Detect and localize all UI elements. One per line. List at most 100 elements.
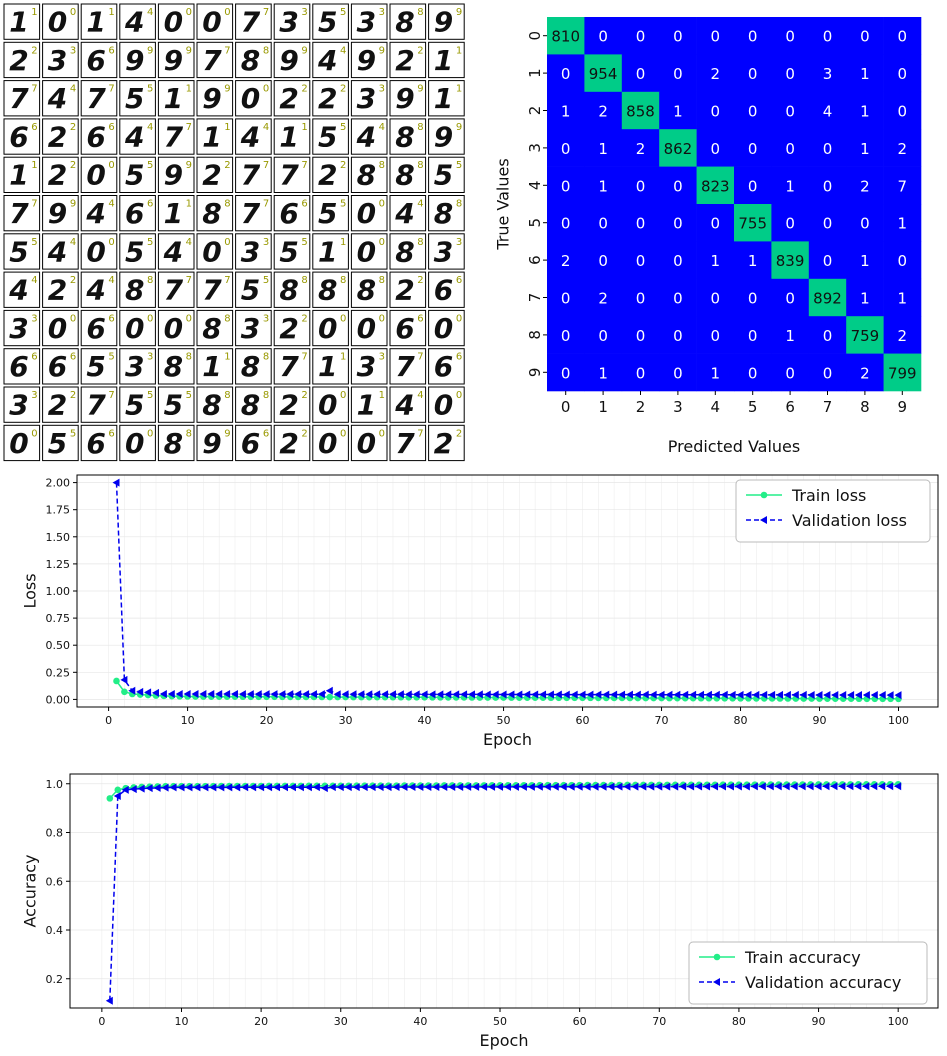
data-point: [578, 690, 586, 699]
digit-label: 3: [31, 313, 37, 324]
matrix-cell: [696, 54, 735, 93]
data-point: [199, 690, 207, 699]
data-point: [460, 690, 468, 699]
digit-frame: [119, 424, 156, 462]
data-point: [768, 690, 776, 699]
digit-frame: [273, 386, 311, 423]
digit-image: 0: [86, 235, 105, 268]
matrix-cell-value: 0: [561, 215, 571, 233]
data-point: [535, 782, 543, 791]
data-point: [352, 783, 360, 792]
matrix-cell: [771, 17, 810, 55]
matrix-cell-value: 0: [711, 103, 721, 121]
data-point: [567, 782, 575, 791]
digit-image: 8: [318, 274, 337, 307]
digit-label: 6: [147, 199, 153, 210]
matrix-cell-value: 954: [589, 65, 618, 83]
digit-label: 7: [263, 199, 269, 210]
digit-frame: [235, 309, 272, 347]
matrix-cell-value: 0: [636, 177, 646, 195]
y-tick-label: 0.6: [46, 875, 64, 888]
digit-image: 0: [318, 312, 337, 345]
digit-image: 6: [86, 427, 105, 460]
matrix-cell-value: 839: [776, 252, 805, 270]
matrix-cell-value: 0: [673, 327, 683, 345]
digit-image: 8: [279, 274, 298, 307]
digit-frame: [428, 348, 465, 385]
digit-image: 3: [125, 350, 144, 383]
matrix-cell: [846, 278, 884, 317]
matrix-cell-value: 0: [823, 252, 833, 270]
digit-frame: [235, 233, 272, 270]
digit-label: 0: [340, 390, 346, 401]
matrix-cell-value: 0: [785, 290, 795, 308]
digit-frame: [3, 386, 41, 423]
y-axis-label: Loss: [21, 573, 40, 608]
digit-image: 5: [318, 120, 337, 153]
data-point: [396, 690, 404, 699]
matrix-cell-value: 0: [823, 28, 833, 46]
digit-label: 8: [224, 390, 230, 401]
digit-frame: [273, 309, 311, 347]
digit-image: 8: [202, 389, 221, 422]
x-axis-label: Predicted Values: [668, 437, 800, 456]
digit-label: 4: [147, 122, 153, 133]
digit-image: 0: [241, 82, 260, 115]
digit-image: 5: [48, 427, 67, 460]
x-tick-label: 60: [576, 714, 590, 727]
digit-frame: [235, 386, 272, 423]
digit-image: 1: [202, 350, 221, 383]
digit-frame: [389, 309, 427, 347]
digit-label: 8: [186, 352, 192, 363]
matrix-cell: [846, 316, 884, 354]
matrix-cell-value: 0: [823, 327, 833, 345]
digit-label: 7: [186, 275, 192, 286]
digit-frame: [389, 271, 427, 308]
digit-frame: [80, 386, 118, 423]
data-point: [177, 783, 185, 792]
matrix-cell: [621, 316, 660, 354]
digit-frame: [3, 348, 41, 385]
matrix-cell-value: 0: [860, 28, 870, 46]
digit-image: 9: [164, 159, 183, 192]
y-tick-label: 0.75: [46, 612, 71, 625]
y-tick-label: 1.75: [46, 504, 71, 517]
data-point: [113, 791, 121, 800]
digit-label: 9: [456, 7, 462, 18]
matrix-cell: [771, 278, 810, 317]
matrix-cell: [846, 17, 884, 55]
digit-label: 0: [379, 199, 385, 210]
digit-image: 0: [125, 312, 144, 345]
digit-label: 6: [31, 122, 37, 133]
digit-label: 3: [379, 84, 385, 95]
digit-label: 6: [417, 313, 423, 324]
digit-frame: [42, 309, 79, 347]
digit-image: 3: [9, 312, 28, 345]
digit-image: 7: [202, 44, 222, 77]
digit-frame: [80, 3, 118, 40]
matrix-cell: [621, 17, 660, 55]
x-tick-label: 30: [339, 714, 353, 727]
matrix-cell: [734, 278, 772, 317]
digit-image: 1: [318, 235, 337, 268]
y-tick-label: 0.00: [46, 693, 71, 706]
digit-image: 4: [163, 235, 183, 268]
matrix-cell: [621, 54, 660, 93]
